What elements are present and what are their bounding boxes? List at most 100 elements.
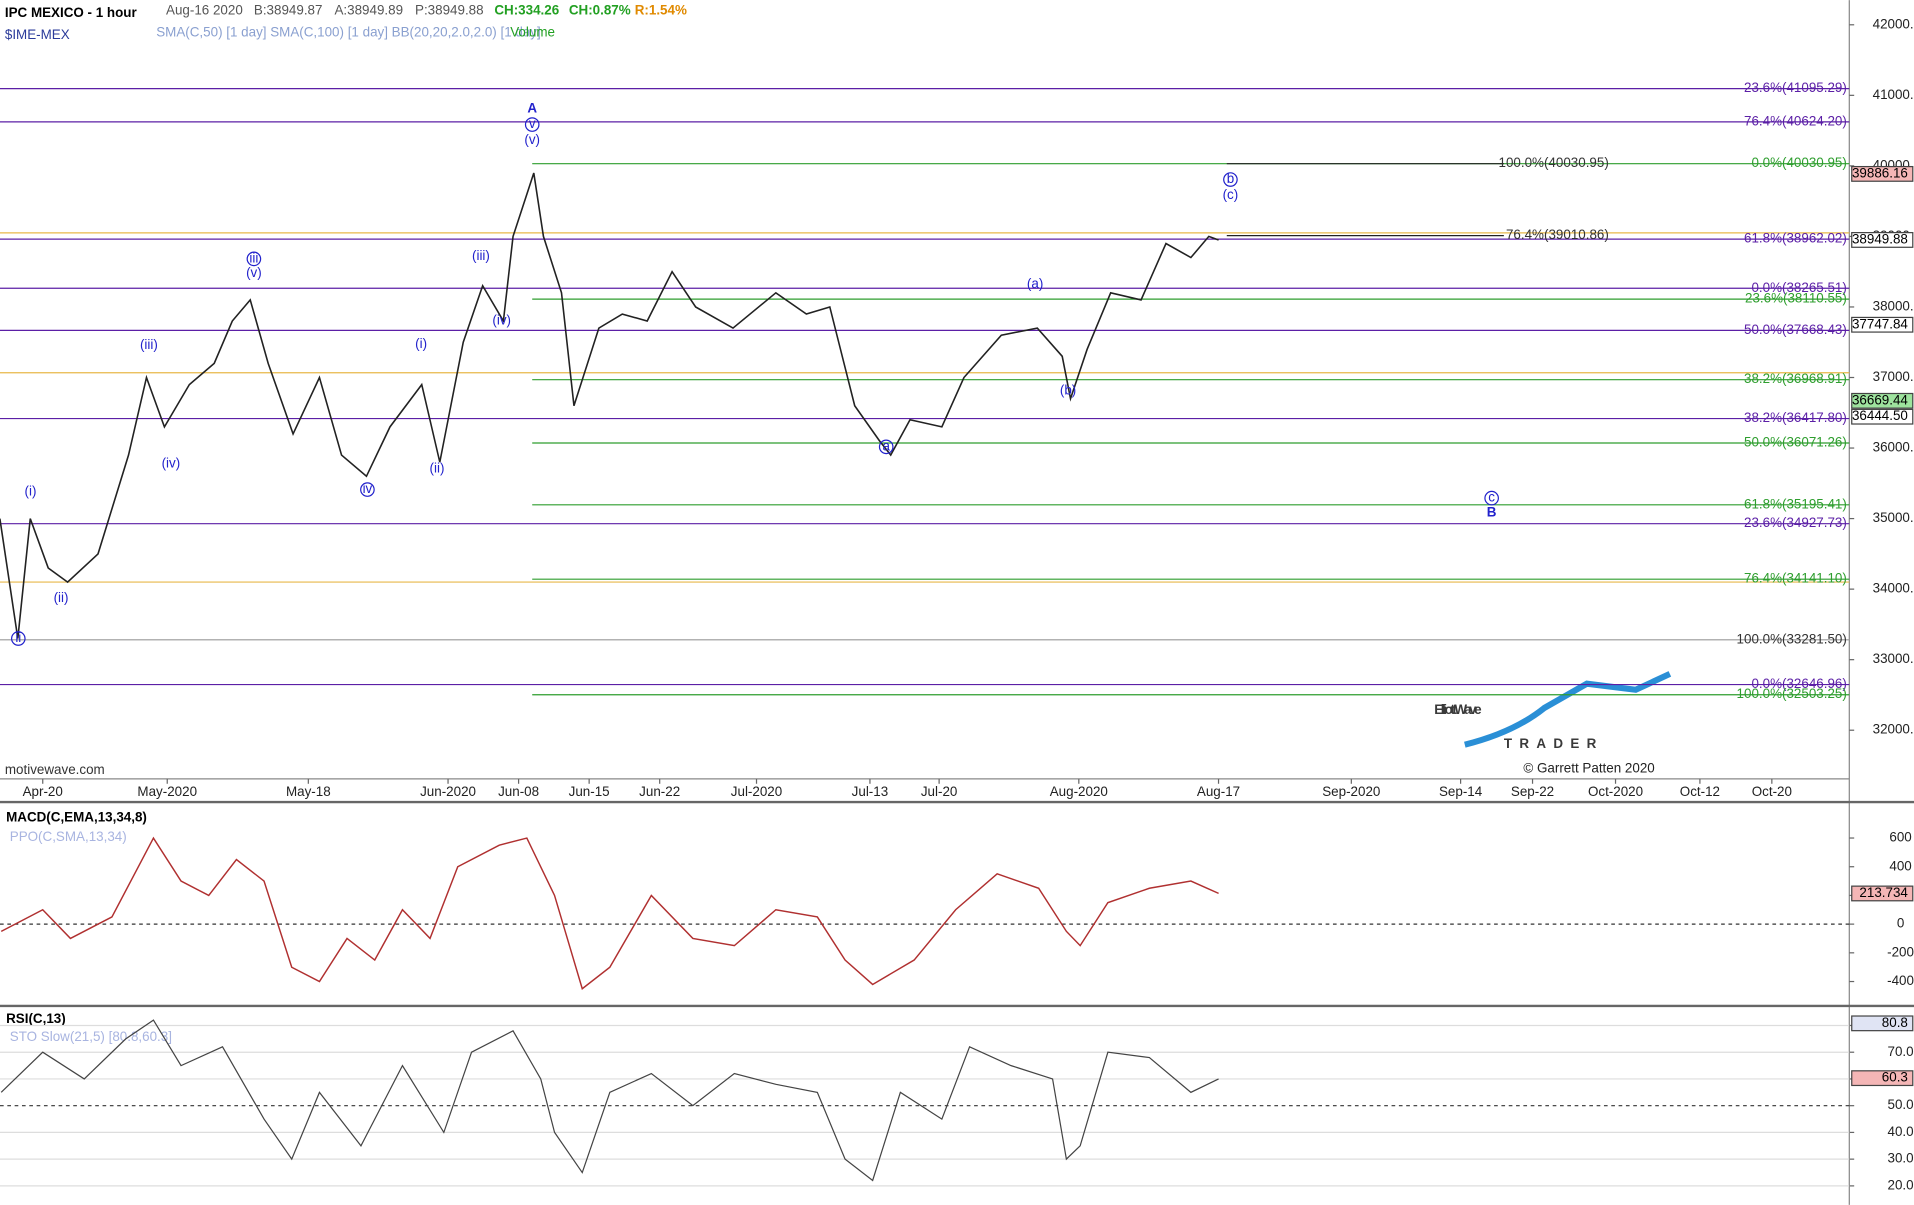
x-tick-label: May-18 bbox=[286, 784, 331, 799]
price-tag bbox=[1851, 316, 1914, 333]
fib-label: 61.8%(35195.41) bbox=[1744, 496, 1847, 511]
y-tick-label: 35000.00 bbox=[1873, 510, 1914, 525]
wave-label: (v) bbox=[524, 132, 540, 147]
price-tag bbox=[1851, 1015, 1914, 1032]
wave-label: (ii) bbox=[54, 590, 69, 605]
header-bid: B:38949.87 bbox=[254, 3, 323, 18]
wave-label: (iv) bbox=[492, 313, 511, 328]
fib-label: 76.4%(34141.10) bbox=[1744, 571, 1847, 586]
wave-label: (iii) bbox=[140, 337, 158, 352]
fib-label: 23.6%(41095.29) bbox=[1744, 80, 1847, 95]
wave-label: (i) bbox=[25, 484, 37, 499]
price-tag bbox=[1851, 232, 1914, 248]
header-change-pct: CH:0.87% bbox=[569, 3, 631, 18]
copyright: © Garrett Patten 2020 bbox=[1523, 761, 1654, 776]
x-tick-label: Jun-15 bbox=[569, 784, 610, 799]
price-tag-label: 36669.44 bbox=[1852, 392, 1908, 407]
y-tick-label: 30.0 bbox=[1888, 1151, 1914, 1166]
x-tick-label: May-2020 bbox=[137, 784, 197, 799]
x-tick-label: Sep-2020 bbox=[1322, 784, 1380, 799]
wave-label: c bbox=[1488, 490, 1495, 505]
fib-label: 38.2%(36968.91) bbox=[1744, 371, 1847, 386]
price-tag-label: 213.734 bbox=[1859, 885, 1908, 900]
wave-circle bbox=[10, 631, 26, 646]
header-price: P:38949.88 bbox=[415, 3, 484, 18]
x-tick-label: Sep-22 bbox=[1511, 784, 1554, 799]
wave-label: b bbox=[1227, 171, 1234, 186]
price-tag-label: 37747.84 bbox=[1852, 316, 1908, 331]
price-tag bbox=[1851, 408, 1914, 425]
y-tick-label: 34000.00 bbox=[1873, 581, 1914, 596]
y-tick-label: 42000.00 bbox=[1873, 16, 1914, 31]
volume-label: Volume bbox=[510, 25, 555, 40]
fib-label: 0.0%(40030.95) bbox=[1751, 155, 1846, 170]
logo-sub: TRADER bbox=[1504, 736, 1604, 751]
wave-label: (a) bbox=[1027, 276, 1043, 291]
symbol: $IME-MEX bbox=[5, 27, 70, 42]
fib-label: 0.0%(32646.96) bbox=[1751, 676, 1846, 691]
price-tag-label: 80.8 bbox=[1882, 1015, 1908, 1030]
wave-label: ii bbox=[15, 630, 21, 645]
x-tick-label: Aug-2020 bbox=[1050, 784, 1108, 799]
wave-label: a bbox=[882, 438, 890, 453]
wave-label: A bbox=[527, 100, 537, 115]
wave-label: (ii) bbox=[430, 460, 445, 475]
header-change: CH:334.26 bbox=[494, 3, 559, 18]
y-tick-label: 37000.00 bbox=[1873, 369, 1914, 384]
y-tick-label: 400 bbox=[1889, 858, 1911, 873]
y-tick-label: -400 bbox=[1887, 973, 1914, 988]
y-tick-label: -200 bbox=[1887, 944, 1914, 959]
y-tick-label: 50.0 bbox=[1888, 1097, 1914, 1112]
x-tick-label: Aug-17 bbox=[1197, 784, 1240, 799]
logo: ElliottWave bbox=[1434, 702, 1481, 717]
x-tick-label: Apr-20 bbox=[23, 784, 63, 799]
y-tick-label: 0 bbox=[1897, 916, 1904, 931]
x-tick-label: Jul-13 bbox=[852, 784, 889, 799]
wave-circle bbox=[524, 117, 540, 132]
logo-swoosh bbox=[1464, 671, 1672, 748]
price-tag-label: 38949.88 bbox=[1852, 232, 1908, 247]
price-tag bbox=[1851, 1070, 1914, 1087]
wave-label: (iv) bbox=[162, 456, 181, 471]
rsi-subtitle: STO Slow(21,5) [80.8,60.3] bbox=[10, 1029, 172, 1044]
watermark: motivewave.com bbox=[5, 762, 105, 777]
fib-label: 100.0%(40030.95) bbox=[1499, 155, 1609, 170]
wave-label: v bbox=[529, 116, 536, 131]
x-tick-label: Jun-2020 bbox=[420, 784, 476, 799]
wave-circle bbox=[1223, 172, 1238, 187]
series-line bbox=[0, 1019, 1219, 1182]
y-tick-label: 600 bbox=[1889, 830, 1911, 845]
wave-label: iv bbox=[363, 481, 373, 496]
y-tick-label: 32000.00 bbox=[1873, 722, 1914, 737]
fib-label: 50.0%(37668.43) bbox=[1744, 322, 1847, 337]
indicators: SMA(C,50) [1 day] SMA(C,100) [1 day] BB(… bbox=[156, 25, 540, 40]
price-tag-label: 36444.50 bbox=[1852, 408, 1908, 423]
fib-label: 76.4%(39010.86) bbox=[1506, 227, 1609, 242]
price-tag bbox=[1851, 392, 1914, 409]
series-line bbox=[0, 172, 1219, 639]
series-line bbox=[0, 836, 1219, 990]
y-tick-label: 36000.00 bbox=[1873, 440, 1914, 455]
fib-label: 23.6%(34927.73) bbox=[1744, 515, 1847, 530]
rsi-title: RSI(C,13) bbox=[6, 1011, 66, 1026]
price-tag-label: 39886.16 bbox=[1852, 165, 1908, 180]
chart-title: IPC MEXICO - 1 hour bbox=[5, 5, 138, 20]
fib-label: 100.0%(32503.25) bbox=[1737, 686, 1847, 701]
fib-label: 50.0%(36071.26) bbox=[1744, 435, 1847, 450]
price-tag bbox=[1851, 165, 1914, 182]
macd-subtitle: PPO(C,SMA,13,34) bbox=[10, 829, 127, 844]
x-tick-label: Oct-2020 bbox=[1588, 784, 1643, 799]
header-ask: A:38949.89 bbox=[334, 3, 403, 18]
x-tick-label: Jun-22 bbox=[639, 784, 680, 799]
wave-label: B bbox=[1487, 504, 1497, 519]
price-tag-label: 60.3 bbox=[1882, 1070, 1908, 1085]
wave-label: (i) bbox=[415, 336, 427, 351]
fib-label: 100.0%(33281.50) bbox=[1737, 631, 1847, 646]
x-tick-label: Oct-20 bbox=[1752, 784, 1792, 799]
fib-label: 76.4%(40624.20) bbox=[1744, 113, 1847, 128]
y-tick-label: 40.0 bbox=[1888, 1124, 1914, 1139]
fib-label: 61.8%(38962.02) bbox=[1744, 231, 1847, 246]
wave-circle bbox=[878, 439, 894, 455]
